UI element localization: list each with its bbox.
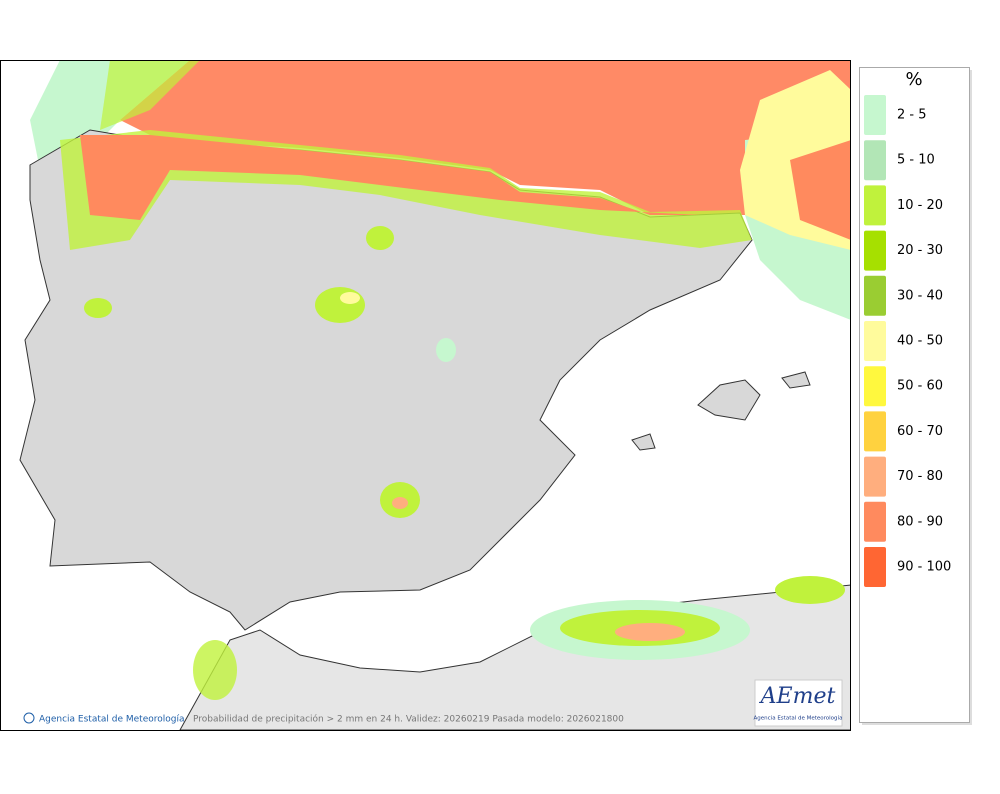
probability-area (100, 60, 200, 130)
legend-label: 80 - 90 (897, 514, 943, 529)
probability-area (366, 226, 394, 250)
legend-label: 10 - 20 (897, 198, 943, 213)
legend-swatch (864, 140, 886, 181)
probability-area (790, 140, 850, 240)
legend-swatch (864, 411, 886, 452)
island (781, 371, 811, 389)
legend-swatch (864, 185, 886, 226)
legend-swatch (864, 456, 886, 497)
legend-swatch (864, 95, 886, 135)
logo-subtitle: Agencia Estatal de Meteorología (754, 715, 843, 722)
legend-swatch (864, 366, 886, 407)
probability-area (436, 338, 456, 362)
credit: Agencia Estatal de Meteorología (39, 715, 185, 725)
legend-swatch (864, 321, 886, 361)
legend-label: 90 - 100 (897, 560, 951, 575)
legend-label: 70 - 80 (897, 469, 943, 484)
probability-area (84, 298, 112, 318)
probability-area (340, 292, 360, 304)
probability-area (120, 60, 850, 215)
legend-title: % (905, 69, 922, 90)
legend-label: 2 - 5 (897, 108, 927, 123)
legend-label: 40 - 50 (897, 334, 943, 349)
probability-area (775, 576, 845, 604)
legend-swatch (864, 230, 886, 271)
legend-swatch (864, 501, 886, 542)
probability-area (80, 135, 700, 220)
copyright-icon (23, 712, 35, 724)
legend-swatch (864, 547, 886, 587)
legend-label: 50 - 60 (897, 379, 943, 394)
legend-items: 2 - 5 5 - 10 10 - 20 20 - 30 30 - 40 40 - 50 5… (864, 95, 951, 587)
legend-label: 5 - 10 (897, 153, 935, 168)
island (697, 379, 761, 421)
probability-area (615, 623, 685, 641)
map-frame (0, 60, 851, 731)
probability-area (193, 640, 237, 700)
legend-label: 20 - 30 (897, 243, 943, 258)
logo: AEmet (759, 684, 836, 709)
probability-area (392, 497, 408, 509)
legend-swatch (864, 275, 886, 316)
logo-box (754, 679, 843, 727)
legend-label: 60 - 70 (897, 424, 943, 439)
map (1, 60, 850, 730)
legend-label: 30 - 40 (897, 288, 943, 303)
probability-area (315, 287, 365, 323)
island (631, 433, 656, 451)
caption: Probabilidad de precipitación > 2 mm en … (193, 714, 624, 725)
